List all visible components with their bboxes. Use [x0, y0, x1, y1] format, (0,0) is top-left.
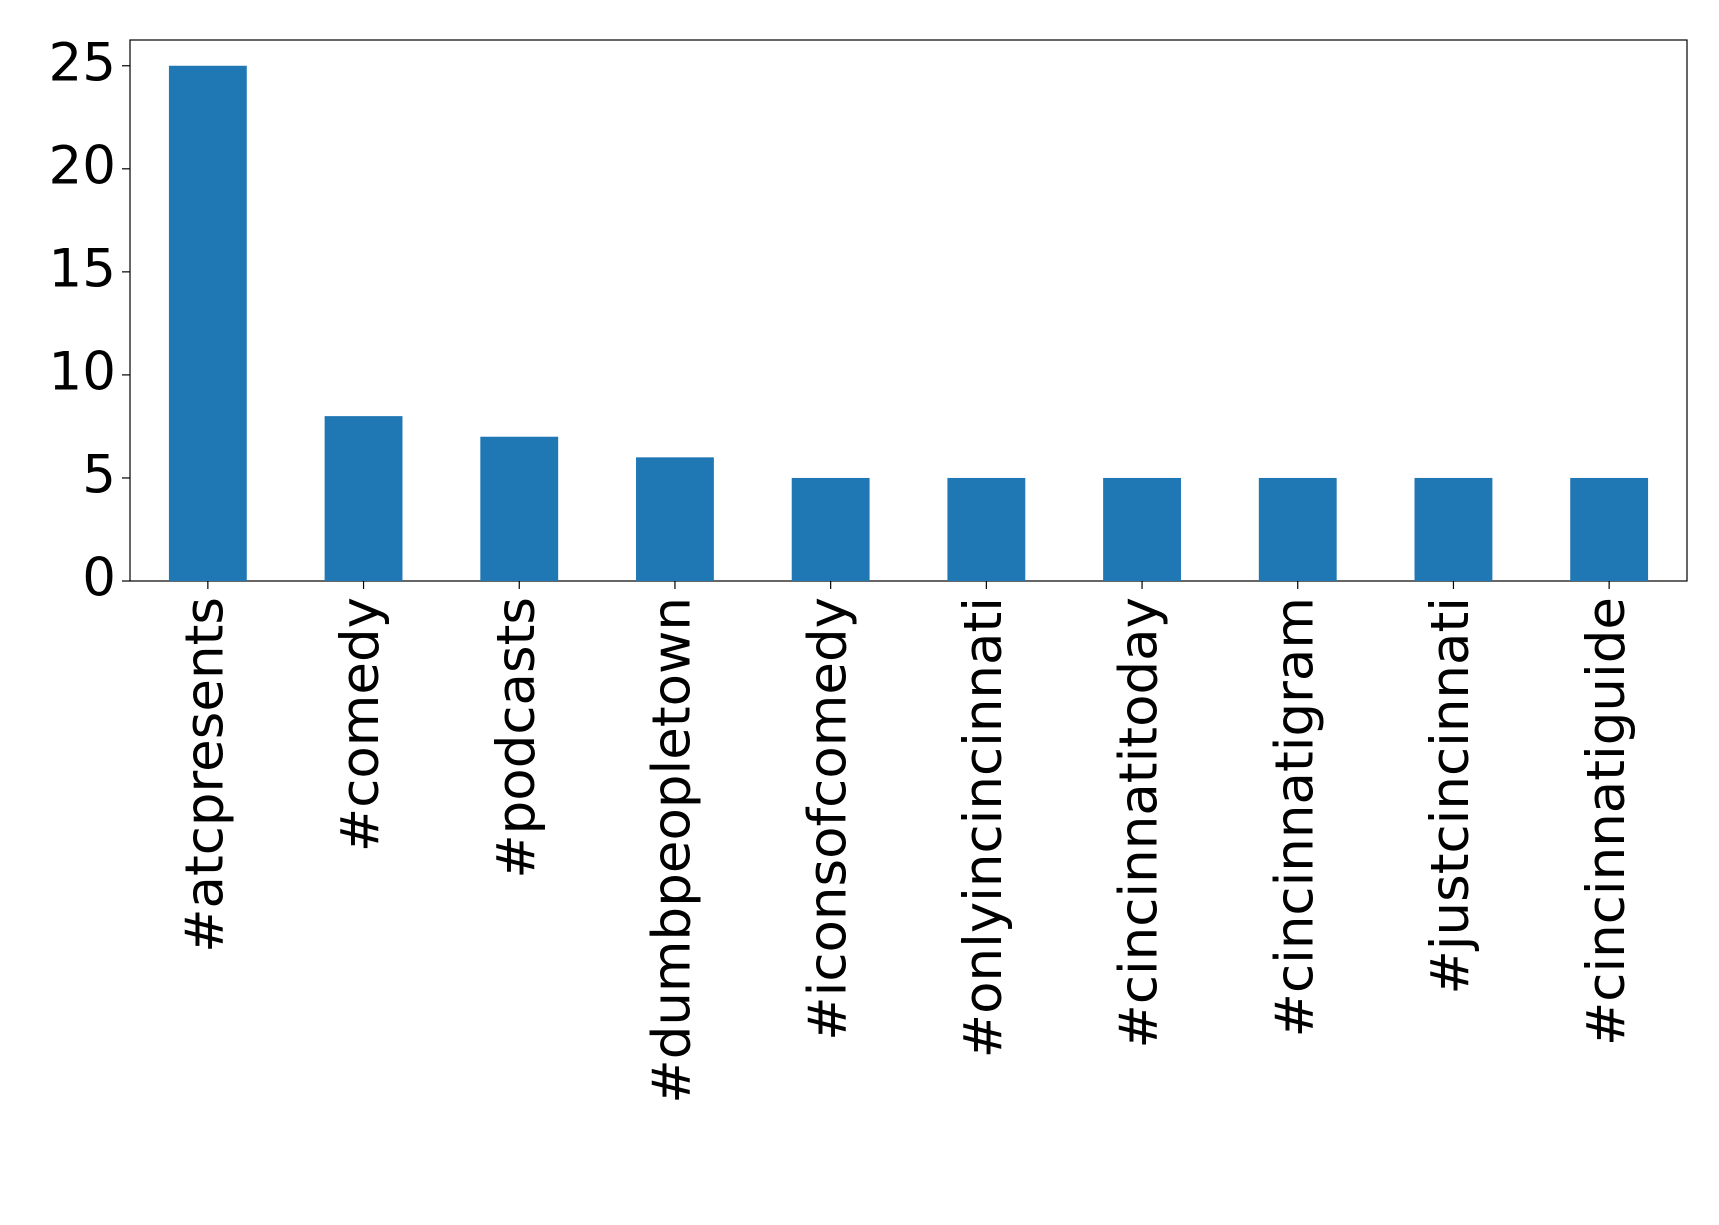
y-tick-label: 5: [82, 445, 116, 506]
y-tick-label: 0: [82, 548, 116, 609]
x-tick-label: #podcasts: [486, 597, 547, 879]
x-tick-label: #onlyincincinnati: [953, 597, 1014, 1058]
x-tick-label: #cincinnatigram: [1264, 597, 1325, 1037]
x-tick-label: #iconsofcomedy: [797, 597, 858, 1041]
x-tick-label: #atcpresents: [174, 597, 235, 953]
y-tick-label: 25: [49, 32, 116, 93]
x-tick-label: #dumbpeopletown: [642, 597, 703, 1104]
y-tick-label: 20: [49, 135, 116, 196]
x-tick-label: #cincinnatiguide: [1576, 597, 1637, 1046]
bar: [947, 477, 1026, 581]
bar: [1103, 477, 1181, 581]
bar: [480, 436, 559, 581]
bar: [791, 477, 870, 581]
plot-frame: [129, 39, 1688, 582]
bar: [1414, 477, 1493, 581]
y-tick-label: 10: [49, 342, 116, 403]
y-tick-label: 15: [49, 238, 116, 299]
bar: [324, 416, 403, 581]
bar: [1570, 477, 1649, 581]
x-tick-label: #cincinnatitoday: [1109, 597, 1170, 1049]
x-tick-label: #justcincinnati: [1420, 597, 1481, 995]
bar: [636, 457, 714, 581]
x-tick-label: #comedy: [330, 597, 391, 852]
bar: [168, 65, 247, 581]
bar: [1258, 477, 1337, 581]
